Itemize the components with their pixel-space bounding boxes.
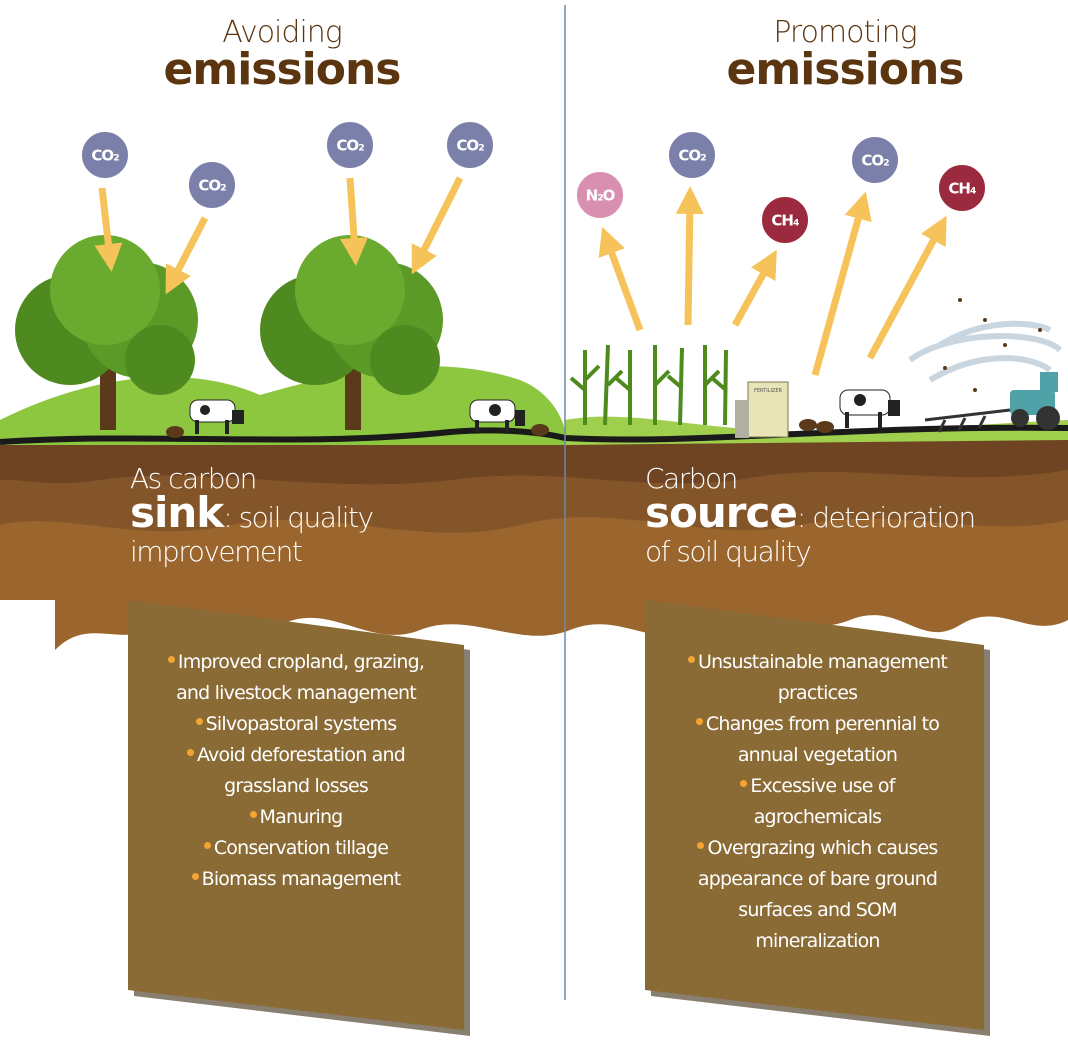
bullet-text: Unsustainable management practices [698,651,948,704]
bullet-list: Improved cropland, grazing, and livestoc… [160,647,432,895]
bullet-item: Manuring [160,802,432,833]
molecule-label: CO₂ [678,147,706,165]
caption-lead: Carbon [645,462,738,495]
arrows [94,176,947,376]
bullet-dot [249,811,257,818]
bullet-item: Changes from perennial to annual vegetat… [675,709,960,771]
box [645,600,984,1030]
bullet-text: Silvopastoral systems [205,713,398,735]
caption: Carbon source: deterioration of soil qua… [645,462,1005,569]
cow [839,389,900,428]
molecule [187,160,237,210]
cow [189,399,244,434]
dust [943,298,1042,392]
molecule-label: CH₄ [948,180,976,198]
caption-rest: : soil quality improvement [130,501,374,568]
molecules: CO₂ CO₂ CO₂ CO₂ N₂O CO₂ CH₄ CO₂ CH₄ [80,120,987,245]
bullet-dot [740,780,748,787]
molecule-label: CO₂ [91,147,119,165]
heading-big: emissions [163,44,402,95]
ground-line [0,424,1068,445]
bullet-dot [203,842,211,849]
molecule [575,170,625,220]
bullet-item: Improved cropland, grazing, and livestoc… [160,647,432,709]
caption-lead: As carbon [130,462,257,495]
molecule-label: CO₂ [336,137,364,155]
molecule-label: CO₂ [861,152,889,170]
bullet-dot [186,749,194,756]
molecule-label: CO₂ [198,177,226,195]
bullet-list: Unsustainable management practices Change… [675,647,960,957]
bullet-dot [167,656,175,663]
bullet-item: Overgrazing which causes appearance of b… [675,833,960,957]
cow [469,399,525,432]
bullet-text: Avoid deforestation and grassland losses [196,744,406,797]
bullet-text: Changes from perennial to annual vegetat… [705,713,940,766]
caption: As carbon sink: soil quality improvement [130,462,420,569]
bullet-dot [695,718,703,725]
bullet-item: Silvopastoral systems [160,709,432,740]
caption-keyword: source [645,488,798,537]
box [128,600,464,1030]
tree [260,235,443,430]
bullet-text: Improved cropland, grazing, and livestoc… [176,651,425,704]
heading: Promoting emissions [645,18,1045,92]
molecule [667,130,717,180]
molecule [937,163,987,213]
bullet-dot [697,842,705,849]
bullet-item: Avoid deforestation and grassland losses [160,740,432,802]
bullet-item: Conservation tillage [160,833,432,864]
tractor [924,372,1060,433]
molecule [325,120,375,170]
bullet-item: Biomass management [160,864,432,895]
molecule [80,130,130,180]
bullet-text: Conservation tillage [213,837,389,859]
bullet-item: Excessive use of agrochemicals [675,771,960,833]
bullet-text: Manuring [259,806,344,828]
bullet-text: Excessive use of agrochemicals [750,775,895,828]
bullet-dot [688,656,695,663]
heading-small: Avoiding [222,15,343,50]
heading-big: emissions [726,44,965,95]
molecule [445,120,495,170]
bullet-dot [191,873,199,880]
fertilizer-label: FERTILIZER [754,388,783,394]
molecule [760,195,810,245]
manure [166,419,834,438]
molecule-label: CO₂ [456,137,484,155]
bullet-text: Overgrazing which causes appearance of b… [697,837,938,952]
molecule-label: CH₄ [771,212,799,230]
molecule-label: N₂O [586,187,615,205]
caption-rest: : deterioration of soil quality [645,501,976,568]
heading-small: Promoting [773,15,917,50]
bullet-text: Biomass management [201,868,402,890]
wind [908,320,1063,383]
corn [569,344,728,426]
bullet-dot [195,718,203,725]
fertilizer-bag: FERTILIZER [735,381,789,438]
heading: Avoiding emissions [82,18,482,92]
molecule [850,135,900,185]
caption-keyword: sink [130,488,224,537]
bullet-item: Unsustainable management practices [675,647,960,709]
